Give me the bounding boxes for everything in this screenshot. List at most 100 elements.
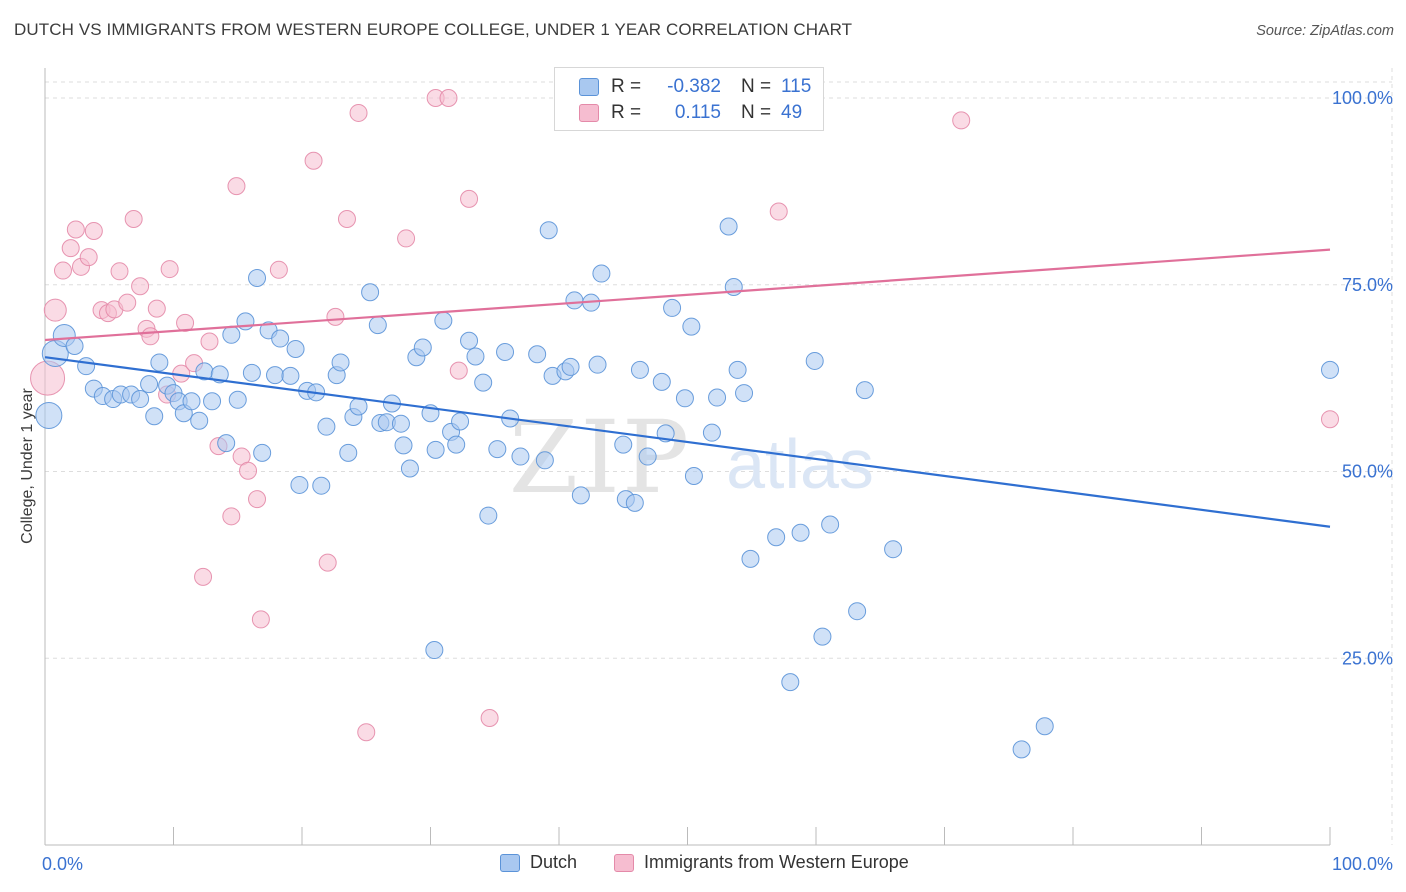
legend-n-value: 49: [781, 102, 803, 123]
dutch-point: [511, 447, 530, 466]
legend-label-immigrants: Immigrants from Western Europe: [644, 852, 909, 872]
dutch-point: [400, 459, 419, 478]
dutch-point: [203, 392, 222, 411]
legend-row-immigrants: R = 0.115 N = 49: [579, 101, 802, 125]
immigrants-point: [227, 177, 246, 196]
dutch-point: [479, 506, 498, 525]
tick-labels: 25.0% 50.0% 75.0% 100.0% 0.0% 100.0%: [42, 88, 1393, 874]
legend-r-label: R =: [611, 76, 642, 97]
legend-swatch-blue: [500, 853, 520, 872]
legend-n-label: N =: [741, 76, 772, 97]
immigrants-point: [480, 709, 499, 728]
immigrants-point: [66, 220, 85, 239]
dutch-point: [884, 540, 903, 559]
dutch-point: [565, 291, 584, 310]
dutch-point: [466, 347, 485, 366]
immigrants-point: [194, 567, 213, 586]
dutch-point: [588, 355, 607, 374]
x-tick-label: 0.0%: [42, 854, 83, 874]
dutch-point: [339, 443, 358, 462]
legend-n-value: 115: [781, 76, 812, 97]
dutch-point: [248, 269, 267, 288]
dutch-point: [286, 339, 305, 358]
dutch-point: [791, 523, 810, 542]
dutch-point: [614, 435, 633, 454]
dutch-point: [630, 360, 649, 379]
dutch-point: [35, 401, 63, 429]
dutch-point: [349, 397, 368, 416]
immigrants-point: [1321, 410, 1339, 429]
immigrants-point: [460, 189, 479, 208]
grid-lines: [45, 68, 1393, 845]
dutch-point: [271, 329, 290, 348]
dutch-point: [447, 435, 466, 454]
trend-lines: [44, 248, 1331, 528]
dutch-point: [413, 338, 432, 357]
immigrants-point: [318, 553, 337, 572]
immigrants-point: [131, 277, 150, 296]
dutch-point: [434, 311, 453, 330]
dutch-point: [684, 466, 703, 485]
immigrants-point: [200, 332, 219, 351]
dutch-point: [368, 316, 387, 335]
immigrants-trend-line: [44, 248, 1331, 342]
legend-swatch-pink: [579, 104, 599, 122]
legend-swatch-blue: [579, 78, 599, 96]
legend-item-dutch[interactable]: Dutch: [500, 852, 577, 873]
immigrants-point: [337, 210, 356, 229]
immigrants-point: [176, 313, 195, 332]
dutch-point: [242, 363, 261, 382]
axes: [44, 68, 1331, 846]
dutch-point: [496, 342, 515, 361]
dutch-point: [848, 602, 867, 621]
dutch-point: [528, 345, 547, 364]
dutch-point: [821, 515, 840, 534]
dutch-point: [182, 392, 201, 411]
dutch-point: [217, 434, 236, 453]
dutch-point: [140, 375, 159, 394]
dutch-point: [767, 528, 786, 547]
dutch-point: [317, 417, 336, 436]
dutch-point: [150, 353, 169, 372]
immigrants-point: [141, 327, 160, 346]
immigrants-point: [357, 723, 376, 742]
dutch-point: [281, 366, 300, 385]
dutch-point: [741, 549, 760, 568]
dutch-point: [652, 372, 671, 391]
dutch-point: [625, 493, 644, 512]
immigrants-point: [79, 248, 98, 267]
immigrants-point: [251, 610, 270, 629]
dutch-point: [425, 641, 444, 660]
immigrants-point: [269, 260, 288, 279]
legend-item-immigrants[interactable]: Immigrants from Western Europe: [614, 852, 909, 873]
dutch-point: [702, 423, 721, 442]
dutch-point: [1012, 740, 1031, 759]
stats-legend: R = -0.382 N = 115 R = 0.115 N = 49: [554, 67, 824, 131]
series-blue-points: [35, 217, 1339, 759]
series-legend: Dutch Immigrants from Western Europe: [0, 852, 1406, 878]
dutch-point: [488, 440, 507, 459]
source-label: Source: ZipAtlas.com: [1256, 23, 1394, 39]
dutch-point: [474, 373, 493, 392]
dutch-point: [361, 283, 380, 302]
immigrants-point: [304, 151, 323, 170]
dutch-point: [228, 390, 247, 409]
immigrants-point: [118, 293, 137, 312]
dutch-point: [663, 298, 682, 317]
dutch-point: [728, 360, 747, 379]
immigrants-point: [124, 210, 143, 229]
dutch-point: [451, 412, 470, 431]
immigrants-point: [952, 111, 971, 130]
y-tick-label: 25.0%: [1342, 648, 1393, 668]
dutch-point: [813, 627, 832, 646]
immigrants-point: [769, 202, 788, 221]
dutch-point: [708, 388, 727, 407]
dutch-point: [145, 407, 164, 426]
watermark: ZIP atlas: [509, 399, 874, 516]
immigrants-point: [147, 299, 166, 318]
legend-r-label: R =: [611, 102, 642, 123]
dutch-point: [539, 221, 558, 240]
immigrants-point: [61, 239, 80, 258]
dutch-point: [391, 414, 410, 433]
